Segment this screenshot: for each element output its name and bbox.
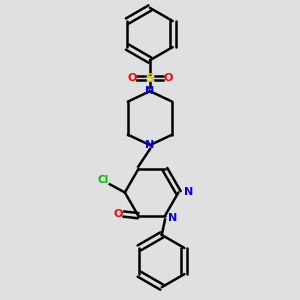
Text: O: O [114, 209, 123, 219]
Text: O: O [127, 73, 137, 83]
Text: O: O [163, 73, 173, 83]
Text: N: N [184, 188, 194, 197]
Text: Cl: Cl [97, 175, 108, 185]
Text: N: N [168, 213, 178, 223]
Text: N: N [146, 140, 154, 150]
Text: S: S [146, 72, 154, 85]
Text: N: N [146, 86, 154, 96]
